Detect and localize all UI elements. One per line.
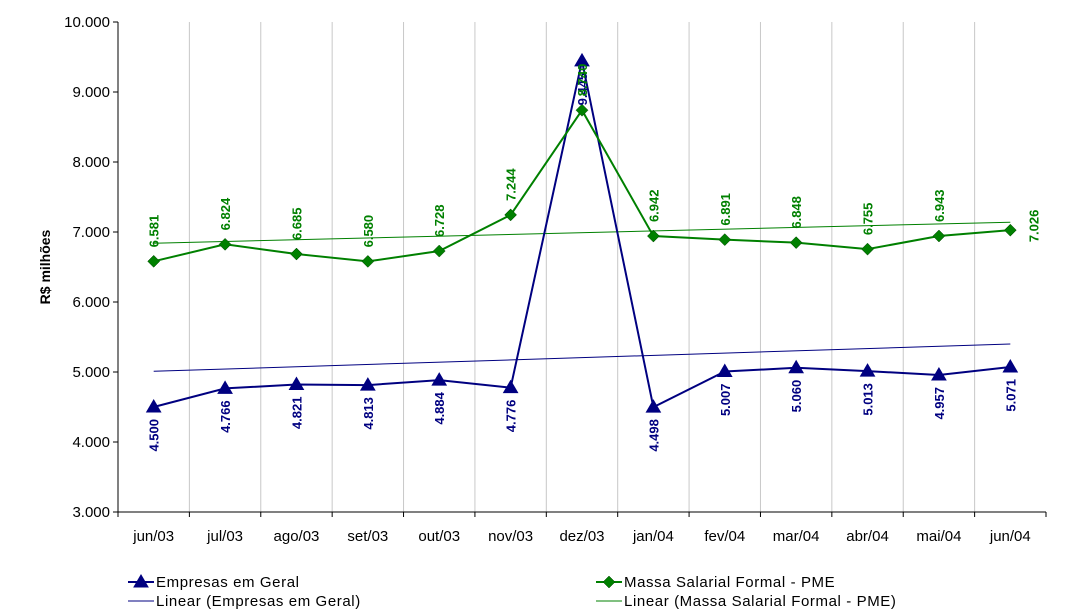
grid (188, 22, 976, 512)
data-label: 7.244 (504, 168, 519, 201)
diamond-marker (218, 237, 232, 251)
x-tick-label: mar/04 (773, 528, 820, 545)
trendlines (153, 221, 1011, 372)
data-label: 6.891 (718, 193, 733, 226)
triangle-marker (1002, 359, 1019, 373)
diamond-marker (932, 229, 946, 243)
data-label: 6.728 (432, 204, 447, 237)
y-tick-label: 5.000 (72, 364, 110, 381)
trendline (153, 343, 1011, 372)
x-tick-label: fev/04 (704, 528, 745, 545)
diamond-marker (602, 575, 616, 589)
legend-label: Linear (Massa Salarial Formal - PME) (624, 593, 897, 610)
diamond-marker (789, 236, 803, 249)
triangle-marker (716, 363, 733, 378)
data-label: 5.007 (718, 384, 733, 417)
legend-label: Massa Salarial Formal - PME (624, 574, 835, 591)
x-tick-label: jun/04 (989, 528, 1031, 545)
x-tick-label: dez/03 (559, 528, 604, 545)
diamond-marker (147, 254, 161, 268)
data-label: 4.884 (432, 391, 447, 424)
data-label: 4.821 (289, 397, 304, 430)
x-tick-label: out/03 (418, 528, 460, 545)
y-tick-label: 8.000 (72, 154, 110, 171)
legend: Empresas em Geral Massa Salarial Formal -… (128, 574, 897, 610)
y-tick-label: 10.000 (64, 14, 110, 31)
triangle-marker (859, 363, 876, 377)
legend-label: Empresas em Geral (156, 574, 300, 591)
y-tick-label: 3.000 (72, 504, 110, 521)
x-tick-label: abr/04 (846, 528, 889, 545)
data-label: 6.685 (289, 208, 304, 241)
data-label: 6.581 (147, 215, 162, 248)
y-tick-label: 9.000 (72, 84, 110, 101)
diamond-marker (575, 103, 589, 117)
data-label: 6.755 (861, 203, 876, 236)
triangle-marker (133, 574, 149, 588)
y-axis-label: R$ milhões (37, 229, 53, 304)
data-label: 5.060 (789, 380, 804, 413)
data-label: 6.824 (218, 197, 233, 230)
diamond-marker (647, 229, 660, 243)
triangle-marker (788, 359, 805, 374)
diamond-marker (290, 247, 303, 261)
x-tick-label: mai/04 (916, 528, 961, 545)
trendline (153, 221, 1011, 244)
diamond-marker (1003, 223, 1017, 237)
diamond-marker (861, 242, 874, 256)
triangle-marker (217, 380, 233, 394)
data-label: 6.580 (361, 215, 376, 248)
x-tick-label: ago/03 (274, 528, 320, 545)
x-tick-label: jul/03 (206, 528, 243, 545)
data-label: 9.445 (575, 73, 590, 106)
data-label: 4.957 (932, 387, 947, 420)
y-tick-label: 7.000 (72, 224, 110, 241)
data-label: 4.766 (218, 400, 233, 433)
diamond-marker (718, 233, 732, 246)
series-line (153, 108, 1011, 263)
y-tick-label: 4.000 (72, 434, 110, 451)
data-label: 5.071 (1003, 379, 1018, 412)
diamond-marker (361, 255, 375, 268)
triangle-marker (288, 376, 305, 391)
diamond-marker (432, 244, 446, 258)
data-labels: 4.500 4.766 4.821 4.813 4.884 4.776 9.445 4.498… (147, 64, 1042, 452)
x-tick-label: set/03 (347, 528, 388, 545)
legend-label: Linear (Empresas em Geral) (156, 593, 361, 610)
triangle-marker (431, 372, 448, 386)
data-label: 6.848 (789, 196, 804, 229)
data-label: 4.500 (147, 419, 162, 452)
triangle-marker (359, 377, 376, 391)
data-label: 5.013 (861, 383, 876, 416)
triangle-marker (645, 399, 662, 413)
data-label: 6.942 (646, 190, 661, 223)
y-tick-label: 6.000 (72, 294, 110, 311)
x-tick-label: nov/03 (488, 528, 533, 545)
triangle-marker (502, 379, 519, 394)
data-label: 8.740 (575, 64, 590, 97)
data-label: 4.498 (646, 419, 661, 452)
data-label: 6.943 (932, 189, 947, 222)
data-label: 7.026 (1026, 210, 1041, 243)
series (145, 52, 1019, 413)
x-tick-label: jun/03 (132, 528, 174, 545)
triangle-marker (145, 399, 162, 413)
data-label: 4.776 (504, 400, 519, 433)
axes: 3.000 4.000 5.000 6.000 7.000 8.000 9.000 10.00… (64, 14, 1047, 545)
x-tick-label: jan/04 (632, 528, 674, 545)
data-label: 4.813 (361, 397, 376, 430)
triangle-marker (931, 367, 947, 381)
diamond-marker (504, 208, 517, 222)
triangle-marker (574, 52, 590, 67)
